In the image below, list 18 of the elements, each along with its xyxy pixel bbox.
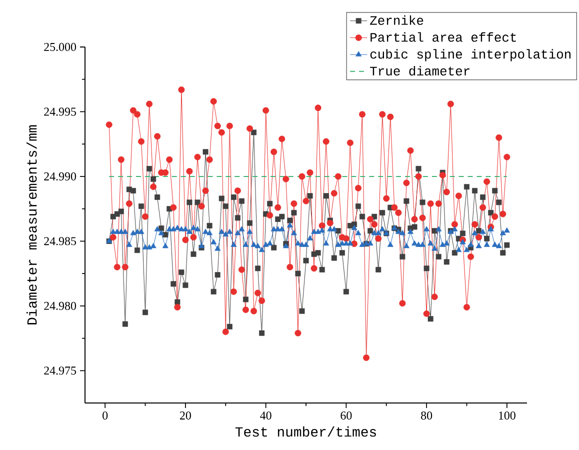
y-tick-label: 24.985 (44, 237, 76, 246)
y-tick-label: 25.000 (44, 42, 76, 52)
legend-label: Zernike (370, 15, 424, 25)
y-tick-label: 24.975 (44, 366, 76, 375)
legend-label: Partial area effect (370, 32, 516, 42)
x-tick-label: 0 (102, 412, 108, 420)
x-tick-label: 80 (421, 412, 432, 420)
legend-label: cubic spline interpolation (370, 49, 570, 62)
x-tick-label: 20 (180, 412, 191, 420)
y-tick-label: 24.995 (44, 108, 76, 116)
legend-label: True diameter (370, 66, 470, 76)
y-tick-label: 24.980 (44, 302, 76, 310)
x-tick-label: 40 (260, 412, 272, 420)
y-tick-label: 24.990 (44, 172, 76, 181)
y-axis-title: Diameter measurements/mm (26, 125, 37, 324)
x-tick-label: 100 (498, 412, 516, 420)
x-axis-title: Test number/times (235, 426, 376, 437)
x-tick-label: 60 (340, 412, 352, 420)
